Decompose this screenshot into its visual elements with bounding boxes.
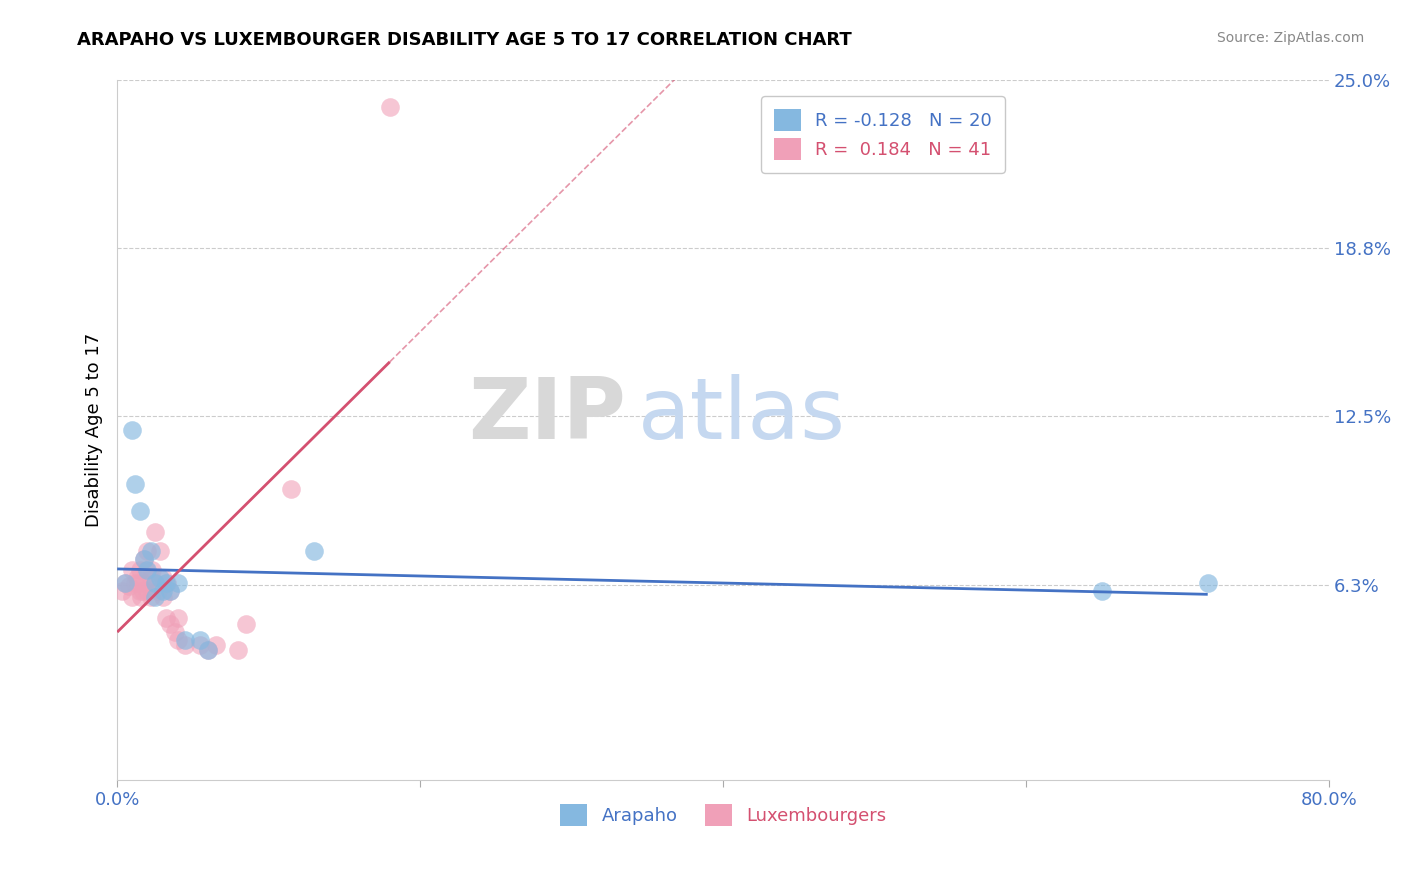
Point xyxy=(143,576,166,591)
Point xyxy=(152,571,174,585)
Point xyxy=(159,616,181,631)
Point xyxy=(228,643,250,657)
Point xyxy=(280,482,302,496)
Point xyxy=(129,503,152,517)
Point xyxy=(134,552,156,566)
Point xyxy=(127,576,149,591)
Point xyxy=(136,544,159,558)
Y-axis label: Disability Age 5 to 17: Disability Age 5 to 17 xyxy=(86,333,103,527)
Point xyxy=(152,590,174,604)
Point xyxy=(121,423,143,437)
Point xyxy=(114,576,136,591)
Point xyxy=(174,632,197,647)
Point xyxy=(125,571,148,585)
Point xyxy=(129,563,152,577)
Point xyxy=(132,584,155,599)
Point xyxy=(139,544,162,558)
Point xyxy=(163,624,186,639)
Point xyxy=(129,584,152,599)
Point xyxy=(134,552,156,566)
Point xyxy=(155,611,177,625)
Text: atlas: atlas xyxy=(638,375,846,458)
Point xyxy=(139,590,162,604)
Point xyxy=(111,584,134,599)
Point xyxy=(149,544,172,558)
Point xyxy=(141,563,163,577)
Point xyxy=(378,100,401,114)
Point xyxy=(166,632,188,647)
Point xyxy=(190,632,212,647)
Point xyxy=(190,638,212,652)
Point xyxy=(114,576,136,591)
Legend: Arapaho, Luxembourgers: Arapaho, Luxembourgers xyxy=(553,797,893,833)
Point xyxy=(143,590,166,604)
Point xyxy=(135,563,157,577)
Point xyxy=(155,576,177,591)
Point xyxy=(302,544,325,558)
Point xyxy=(124,576,146,591)
Point xyxy=(139,571,162,585)
Point xyxy=(1091,584,1114,599)
Point xyxy=(174,638,197,652)
Point xyxy=(143,576,166,591)
Point xyxy=(1197,576,1219,591)
Point xyxy=(235,616,257,631)
Point xyxy=(124,476,146,491)
Point xyxy=(197,643,219,657)
Point xyxy=(166,611,188,625)
Point xyxy=(131,590,153,604)
Point xyxy=(159,584,181,599)
Point xyxy=(149,571,172,585)
Point xyxy=(146,584,169,599)
Point xyxy=(204,638,226,652)
Point xyxy=(136,563,159,577)
Text: ZIP: ZIP xyxy=(468,375,626,458)
Point xyxy=(134,576,156,591)
Point xyxy=(166,576,188,591)
Point xyxy=(143,524,166,539)
Point xyxy=(121,563,143,577)
Text: Source: ZipAtlas.com: Source: ZipAtlas.com xyxy=(1216,31,1364,45)
Point xyxy=(197,643,219,657)
Point xyxy=(159,584,181,599)
Point xyxy=(121,590,143,604)
Point xyxy=(152,584,174,599)
Point xyxy=(136,584,159,599)
Text: ARAPAHO VS LUXEMBOURGER DISABILITY AGE 5 TO 17 CORRELATION CHART: ARAPAHO VS LUXEMBOURGER DISABILITY AGE 5… xyxy=(77,31,852,49)
Point xyxy=(156,576,179,591)
Point xyxy=(118,579,141,593)
